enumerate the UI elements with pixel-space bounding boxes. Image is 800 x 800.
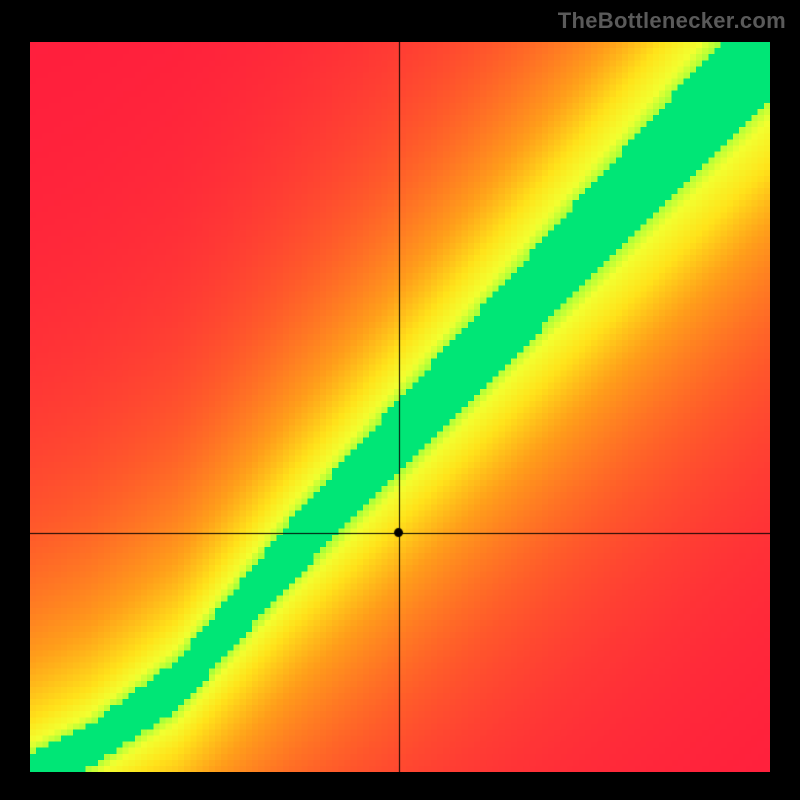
chart-container: TheBottlenecker.com xyxy=(0,0,800,800)
watermark-text: TheBottlenecker.com xyxy=(558,8,786,34)
crosshair-overlay xyxy=(30,42,770,772)
